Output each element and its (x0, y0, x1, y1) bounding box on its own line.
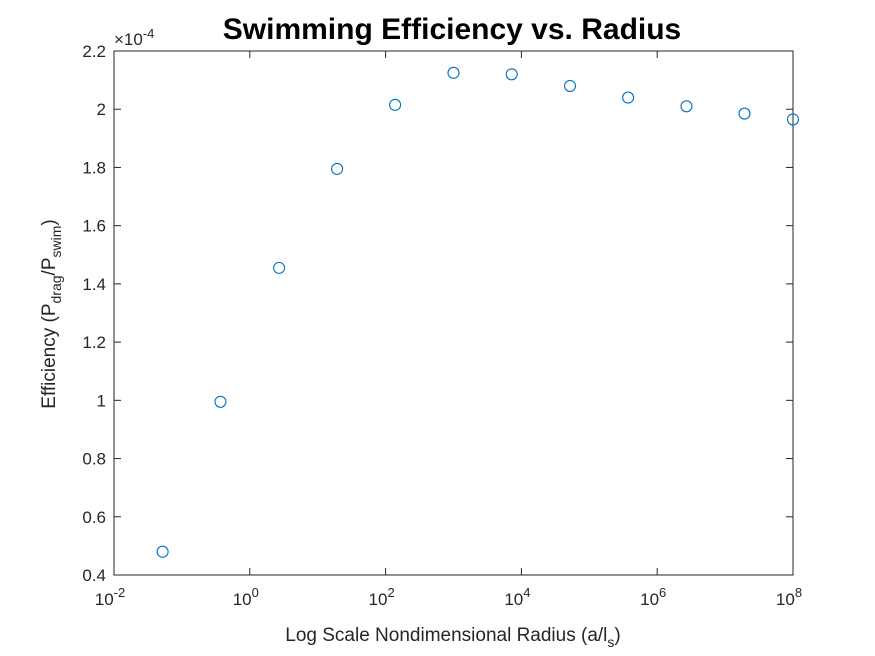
x-tick-exp: 0 (252, 585, 259, 600)
plot-area-frame (113, 50, 794, 576)
data-point (505, 68, 518, 81)
x-tick-base: 10 (95, 590, 114, 609)
data-point (738, 107, 751, 120)
data-point (680, 100, 693, 113)
data-point (622, 91, 635, 104)
data-points (156, 66, 800, 558)
x-axis-label-main: Log Scale Nondimensional Radius (a/l (285, 625, 607, 646)
chart-title: Swimming Efficiency vs. Radius (223, 13, 681, 46)
x-tick-exp: 6 (659, 585, 666, 600)
y-tick-label: 0.8 (82, 450, 106, 469)
x-tick-label: 102 (369, 585, 395, 609)
y-axis-label: Efficiency (Pdrag/Pswim) (39, 219, 64, 408)
x-axis-label-sub: s (607, 634, 614, 650)
x-axis-label: Log Scale Nondimensional Radius (a/ls) (285, 625, 620, 650)
y-tick-label: 0.4 (82, 566, 106, 585)
x-tick-exp: -2 (114, 585, 126, 600)
x-tick-label: 108 (776, 585, 802, 609)
y-axis-label-sub2: swim (48, 226, 64, 258)
y-axis-ticks: 0.4 0.6 0.8 1 1.2 1.4 1.6 1.8 2 2.2 (82, 42, 793, 585)
y-tick-label: 1 (97, 391, 106, 410)
x-tick-label: 10-2 (95, 585, 125, 609)
x-tick-base: 10 (504, 590, 523, 609)
y-tick-label: 0.6 (82, 508, 106, 527)
data-point (389, 98, 402, 111)
x-tick-base: 10 (233, 590, 252, 609)
y-multiplier-base: ×10 (114, 30, 143, 49)
x-axis-ticks: 10-2 100 102 104 106 108 (95, 51, 802, 609)
data-point (214, 395, 227, 408)
y-multiplier-exp: -4 (143, 26, 155, 41)
x-tick-exp: 8 (795, 585, 802, 600)
y-axis-label-part3: ) (39, 219, 60, 225)
x-tick-label: 104 (504, 585, 530, 609)
y-tick-label: 1.4 (82, 275, 106, 294)
y-multiplier-label: ×10-4 (114, 26, 154, 49)
y-tick-label: 1.8 (82, 158, 106, 177)
y-tick-label: 1.2 (82, 333, 106, 352)
y-tick-label: 2.2 (82, 42, 106, 61)
x-tick-exp: 2 (387, 585, 394, 600)
x-tick-base: 10 (776, 590, 795, 609)
data-point (273, 261, 286, 274)
data-point (331, 162, 344, 175)
y-tick-label: 2 (97, 100, 106, 119)
y-axis-label-part2: /P (39, 257, 60, 275)
x-tick-label: 100 (233, 585, 259, 609)
data-point (156, 545, 169, 558)
x-tick-base: 10 (369, 590, 388, 609)
x-axis-label-end: ) (614, 625, 620, 646)
y-axis-label-part1: Efficiency (P (39, 303, 60, 408)
y-axis-label-sub1: drag (48, 275, 64, 303)
data-point (447, 66, 460, 79)
x-tick-exp: 4 (523, 585, 530, 600)
data-point (786, 113, 800, 126)
y-tick-label: 1.6 (82, 217, 106, 236)
x-tick-label: 106 (640, 585, 666, 609)
x-tick-base: 10 (640, 590, 659, 609)
data-point (563, 79, 577, 92)
